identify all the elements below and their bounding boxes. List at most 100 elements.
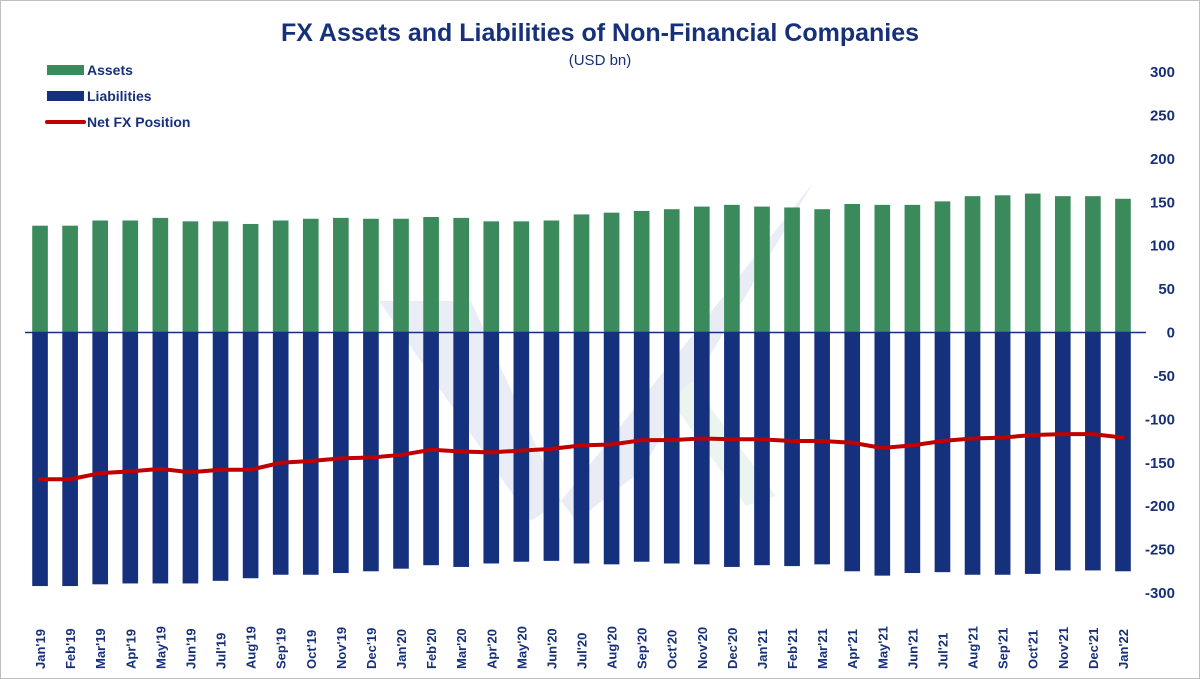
assets-bar xyxy=(633,210,650,333)
assets-bar xyxy=(182,221,199,333)
liabilities-bar xyxy=(212,332,229,581)
y-tick-label: -300 xyxy=(1145,585,1175,602)
assets-bar xyxy=(1085,196,1101,333)
liabilities-bar xyxy=(904,332,921,574)
liabilities-bar xyxy=(513,332,530,562)
legend-swatch xyxy=(47,91,84,101)
liabilities-bar xyxy=(603,332,620,565)
x-tick-label: Jun'19 xyxy=(183,628,198,669)
liabilities-bar xyxy=(333,332,349,574)
liabilities-bar xyxy=(874,332,891,576)
x-tick-label: Sep'20 xyxy=(635,628,650,669)
legend-label: Liabilities xyxy=(87,88,152,104)
assets-bar xyxy=(92,220,109,333)
x-tick-label: Nov'19 xyxy=(334,627,349,669)
x-tick-label: Jun'20 xyxy=(544,628,559,669)
liabilities-bar xyxy=(934,332,951,573)
x-tick-label: Mar'21 xyxy=(815,628,830,669)
assets-bar xyxy=(874,204,891,333)
x-tick-label: Apr'19 xyxy=(123,629,138,669)
liabilities-bar xyxy=(242,332,259,579)
assets-bar xyxy=(483,221,500,333)
x-tick-label: Feb'20 xyxy=(424,628,439,669)
legend: Assets Liabilities Net FX Position xyxy=(45,62,190,130)
liabilities-bar xyxy=(363,332,379,572)
liabilities-bar xyxy=(844,332,861,572)
assets-bar xyxy=(393,218,409,333)
assets-bar xyxy=(242,223,259,333)
liabilities-bar xyxy=(964,332,981,575)
liabilities-bar xyxy=(724,332,740,567)
legend-label: Net FX Position xyxy=(87,114,190,130)
liabilities-bar xyxy=(784,332,800,567)
x-tick-label: Jan'20 xyxy=(394,629,409,669)
assets-bar xyxy=(363,218,379,333)
x-tick-label: Dec'20 xyxy=(725,628,740,669)
liabilities-bar xyxy=(92,332,109,585)
assets-bar xyxy=(663,209,680,333)
assets-bar xyxy=(844,203,861,333)
assets-bar xyxy=(784,207,800,333)
liabilities-bar xyxy=(152,332,169,584)
y-tick-label: 200 xyxy=(1150,151,1175,168)
liabilities-bar xyxy=(663,332,680,564)
x-tick-label: Jan'22 xyxy=(1116,629,1131,669)
x-tick-label: Aug'19 xyxy=(244,626,259,669)
x-tick-label: Jul'21 xyxy=(935,633,950,669)
x-tick-label: Aug'20 xyxy=(605,626,620,669)
x-tick-label: Jun'21 xyxy=(905,628,920,669)
assets-bar xyxy=(333,217,349,333)
liabilities-bar xyxy=(573,332,590,564)
liabilities-bar xyxy=(994,332,1011,575)
assets-bar xyxy=(272,220,289,333)
legend-label: Assets xyxy=(87,62,133,78)
assets-bar xyxy=(1115,198,1131,333)
chart-subtitle: (USD bn) xyxy=(569,52,632,69)
assets-bar xyxy=(603,212,620,333)
assets-bar xyxy=(122,220,139,333)
y-tick-label: 250 xyxy=(1150,107,1175,124)
x-tick-label: Aug'21 xyxy=(966,626,981,669)
assets-bar xyxy=(1054,196,1071,333)
assets-bar xyxy=(904,204,921,333)
liabilities-bar xyxy=(1085,332,1101,571)
x-tick-label: Dec'21 xyxy=(1086,628,1101,669)
x-tick-label: Mar'19 xyxy=(93,628,108,669)
assets-bar xyxy=(724,204,740,333)
assets-bar xyxy=(1024,193,1041,333)
liabilities-bar xyxy=(62,332,78,587)
x-tick-label: Nov'21 xyxy=(1056,627,1071,669)
y-tick-label: -150 xyxy=(1145,455,1175,472)
liabilities-bar xyxy=(754,332,770,566)
y-tick-label: 0 xyxy=(1167,325,1175,342)
legend-swatch xyxy=(47,65,84,75)
y-tick-label: 300 xyxy=(1150,64,1175,81)
y-tick-label: -100 xyxy=(1145,411,1175,428)
assets-bar xyxy=(573,214,590,333)
x-tick-label: Feb'19 xyxy=(63,628,78,669)
liabilities-bar xyxy=(302,332,319,575)
line-layer xyxy=(38,432,1125,482)
assets-bar xyxy=(934,201,951,333)
assets-bar xyxy=(453,217,469,333)
x-tick-label: Jul'19 xyxy=(214,633,229,669)
x-tick-label: Oct'19 xyxy=(304,630,319,669)
x-tick-label: May'21 xyxy=(875,626,890,669)
assets-bar xyxy=(152,217,169,333)
x-tick-label: Jul'20 xyxy=(575,633,590,669)
assets-bar xyxy=(814,209,830,333)
liabilities-bar xyxy=(1054,332,1071,571)
assets-bar xyxy=(994,195,1011,333)
liabilities-bar xyxy=(543,332,560,561)
x-tick-label: Oct'21 xyxy=(1026,630,1041,669)
y-tick-label: 100 xyxy=(1150,238,1175,255)
y-tick-label: 50 xyxy=(1158,281,1175,298)
axis-layer: 300 250 200 150 100 50 0 -50 -100 -150 -200 -250 -30… xyxy=(25,64,1175,669)
x-tick-label: Sep'19 xyxy=(274,628,289,669)
assets-bar xyxy=(543,220,560,333)
y-tick-label: -200 xyxy=(1145,498,1175,515)
liabilities-bar xyxy=(694,332,710,565)
liabilities-bar xyxy=(272,332,289,575)
